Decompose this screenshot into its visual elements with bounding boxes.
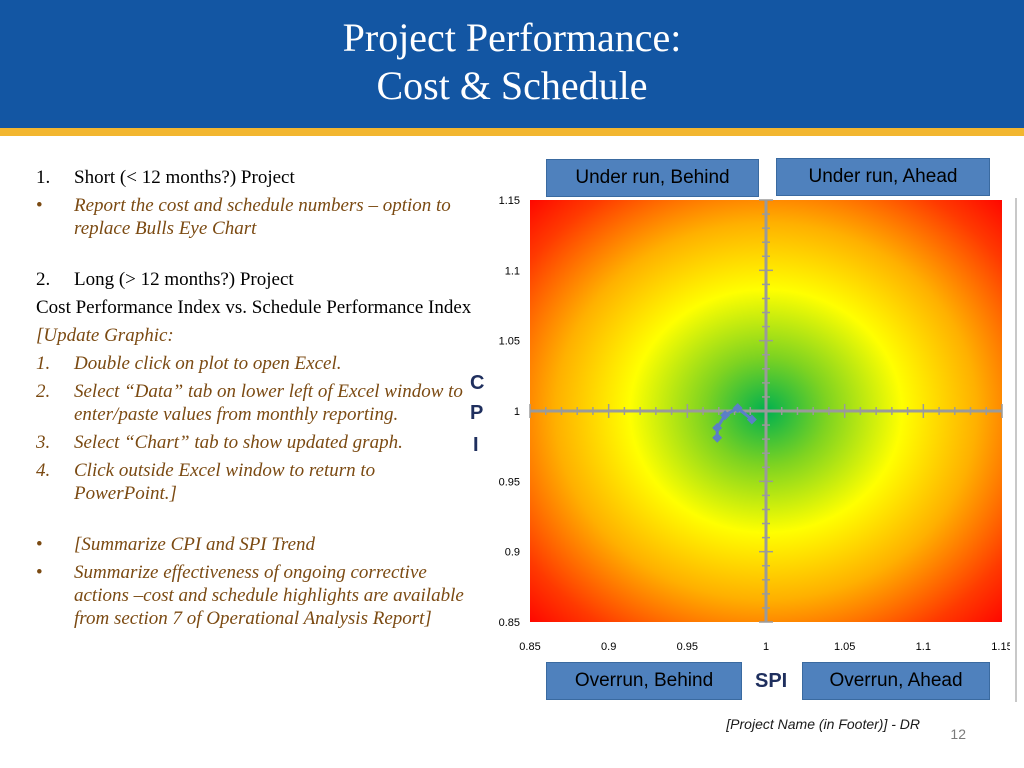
step-marker: 4. [36, 460, 51, 481]
list-item-text: Long (> 12 months?) Project [74, 269, 294, 290]
y-tick-label: 1.05 [499, 336, 520, 348]
step-marker: 2. [36, 381, 51, 402]
left-text-panel: 1. Short (< 12 months?) Project • Report… [36, 166, 476, 635]
y-tick-label: 0.9 [505, 547, 520, 559]
step-text: Select “Chart” tab to show updated graph… [74, 432, 403, 453]
step-text: Click outside Excel window to return to … [74, 460, 376, 504]
list-item-long-project: 2. Long (> 12 months?) Project [36, 268, 476, 291]
update-graphic-heading: [Update Graphic: [36, 325, 174, 346]
cpi-spi-series [712, 403, 757, 443]
list-marker: 1. [36, 167, 51, 188]
series-point [746, 414, 757, 425]
quadrant-label-under-run-behind: Under run, Behind [546, 159, 759, 197]
x-tick-label: 1.05 [834, 641, 855, 653]
y-tick-label: 1.15 [499, 195, 520, 207]
divider [1015, 198, 1017, 702]
update-step-2: 2. Select “Data” tab on lower left of Ex… [36, 380, 476, 426]
quadrant-label-overrun-behind: Overrun, Behind [546, 662, 742, 700]
update-step-1: 1. Double click on plot to open Excel. [36, 352, 476, 375]
bullet-report-numbers: • Report the cost and schedule numbers –… [36, 194, 476, 240]
bullet-marker: • [36, 195, 43, 216]
list-marker: 2. [36, 269, 51, 290]
step-text: Double click on plot to open Excel. [74, 353, 342, 374]
update-step-4: 4. Click outside Excel window to return … [36, 459, 476, 505]
y-axis-letter-i: I [473, 434, 479, 456]
x-tick-label: 1.1 [916, 641, 931, 653]
step-marker: 1. [36, 353, 51, 374]
cost-vs-schedule-line: Cost Performance Index vs. Schedule Perf… [36, 297, 472, 318]
step-marker: 3. [36, 432, 51, 453]
list-item-text: Short (< 12 months?) Project [74, 167, 295, 188]
series-point [712, 422, 723, 433]
bullet-text: Summarize effectiveness of ongoing corre… [74, 562, 464, 629]
quadrant-label-overrun-ahead: Overrun, Ahead [802, 662, 990, 700]
slide-title: Project Performance: Cost & Schedule [0, 14, 1024, 110]
bullet-marker: • [36, 562, 43, 583]
x-tick-label: 1.15 [991, 641, 1010, 653]
series-point [732, 403, 743, 414]
step-text: Select “Data” tab on lower left of Excel… [74, 381, 463, 425]
bullet-text: [Summarize CPI and SPI Trend [74, 534, 316, 555]
spacer [36, 510, 476, 533]
x-tick-label: 1 [763, 641, 769, 653]
bullet-summarize-trend: • [Summarize CPI and SPI Trend [36, 533, 476, 556]
title-bar [0, 0, 1024, 128]
y-tick-labels: 1.15 1.1 1.05 1 0.95 0.9 0.85 [499, 195, 520, 629]
slide-title-line2: Cost & Schedule [376, 63, 648, 108]
y-tick-label: 0.85 [499, 617, 520, 629]
x-axis-label: SPI [755, 670, 788, 692]
update-step-3: 3. Select “Chart” tab to show updated gr… [36, 431, 476, 454]
chart-axes [529, 199, 1003, 623]
list-item-short-project: 1. Short (< 12 months?) Project [36, 166, 476, 189]
cpi-spi-chart[interactable]: 0.85 0.9 0.95 1 1.05 1.1 1.15 1.15 1.1 1.05 1 0.95… [490, 188, 1010, 658]
x-tick-labels: 0.85 0.9 0.95 1 1.05 1.1 1.15 [519, 641, 1010, 653]
title-bar-accent [0, 128, 1024, 136]
x-tick-label: 0.9 [601, 641, 616, 653]
y-tick-label: 0.95 [499, 476, 520, 488]
series-point [720, 410, 731, 421]
series-point [712, 432, 723, 443]
quadrant-label-under-run-ahead: Under run, Ahead [776, 158, 990, 196]
page-number: 12 [950, 726, 966, 742]
spacer [36, 245, 476, 268]
bullet-text: Report the cost and schedule numbers – o… [74, 195, 451, 239]
footer-text: [Project Name (in Footer)] - DR [726, 716, 920, 732]
y-tick-label: 1 [514, 406, 520, 418]
x-tick-label: 0.85 [519, 641, 540, 653]
bullet-marker: • [36, 534, 43, 555]
y-axis-letter-p: P [470, 402, 484, 424]
slide-title-line1: Project Performance: [342, 15, 682, 60]
y-tick-label: 1.1 [505, 265, 520, 277]
y-axis-letter-c: C [470, 372, 485, 394]
x-tick-label: 0.95 [677, 641, 698, 653]
bullet-summarize-actions: • Summarize effectiveness of ongoing cor… [36, 561, 476, 630]
